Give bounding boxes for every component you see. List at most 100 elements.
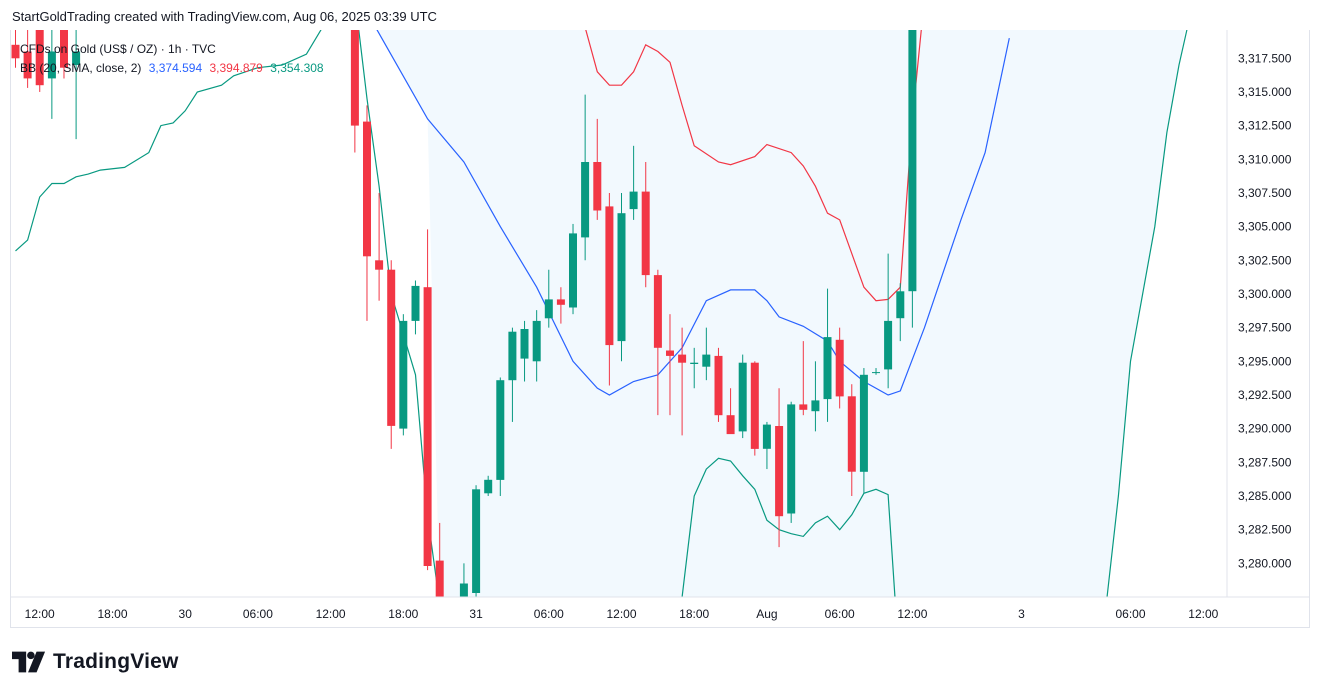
- indicator-label[interactable]: BB (20, SMA, close, 2): [20, 61, 142, 75]
- candle-body: [823, 337, 832, 400]
- candle-body: [484, 479, 493, 494]
- candle-body: [375, 260, 384, 270]
- candle-body: [532, 320, 541, 362]
- candle-body: [702, 354, 711, 367]
- candle-body: [884, 320, 893, 370]
- bb-basis-value: 3,374.594: [148, 61, 203, 75]
- chart-frame: [10, 30, 1310, 628]
- time-tick-label: 18:00: [679, 607, 709, 621]
- bb-upper-value: 3,394.879: [209, 61, 263, 75]
- bollinger-bands: [15, 30, 1188, 597]
- candle-body: [544, 299, 553, 319]
- candle-body: [811, 400, 820, 412]
- chart-legend: CFDs on Gold (US$ / OZ) · 1h · TVC BB (2…: [20, 40, 324, 78]
- candle-body: [726, 415, 735, 435]
- candle-body: [775, 426, 784, 517]
- candle-body: [653, 275, 662, 348]
- price-axis[interactable]: 3,317.500 3,315.000 3,312.500 3,310.000 3,30…: [1238, 51, 1292, 570]
- tradingview-wordmark: TradingView: [53, 650, 179, 673]
- time-tick-label: 06:00: [534, 607, 564, 621]
- time-tick-label: 12:00: [316, 607, 346, 621]
- time-tick-label: 06:00: [1115, 607, 1145, 621]
- candle-body: [847, 396, 856, 472]
- indicator-row: BB (20, SMA, close, 2) 3,374.594 3,394.8…: [20, 59, 324, 78]
- price-tick-label: 3,285.000: [1238, 489, 1292, 503]
- candle-body: [787, 404, 796, 514]
- symbol-row: CFDs on Gold (US$ / OZ) · 1h · TVC: [20, 40, 324, 59]
- candle-body: [762, 424, 771, 449]
- candle-body: [363, 121, 371, 257]
- candle-body: [605, 206, 614, 346]
- tradingview-logo[interactable]: TradingView: [12, 650, 179, 674]
- candle-body: [350, 30, 359, 126]
- time-tick-label: 18:00: [388, 607, 418, 621]
- price-tick-label: 3,305.000: [1238, 220, 1292, 234]
- time-tick-label: 12:00: [897, 607, 927, 621]
- time-tick-label: 30: [179, 607, 193, 621]
- time-axis[interactable]: 12:00 18:00 30 06:00 12:00 18:00 31 06:00 12:00 1…: [25, 607, 1219, 621]
- candle-body: [617, 213, 626, 342]
- candle-body: [738, 362, 747, 432]
- time-tick-label: 12:00: [606, 607, 636, 621]
- bb-basis-line: [376, 30, 1010, 396]
- candle-body: [47, 51, 56, 79]
- time-tick-label: 3: [1018, 607, 1025, 621]
- candle-body: [399, 320, 408, 429]
- candle-body: [387, 269, 396, 426]
- candle-body: [35, 30, 44, 86]
- candle-body: [11, 44, 20, 59]
- candle-body: [641, 191, 650, 276]
- time-tick-label: 06:00: [243, 607, 273, 621]
- candle-body: [714, 355, 723, 416]
- candle-body: [896, 291, 905, 319]
- candle-body: [23, 51, 32, 79]
- candle-body: [581, 162, 590, 238]
- bb-lower-value: 3,354.308: [270, 61, 324, 75]
- price-tick-label: 3,295.000: [1238, 354, 1292, 368]
- price-tick-label: 3,302.500: [1238, 253, 1292, 267]
- bollinger-fill: [377, 30, 1185, 597]
- candle-body: [411, 285, 420, 321]
- candle-body: [569, 233, 577, 308]
- time-tick-label: 12:00: [1188, 607, 1218, 621]
- tradingview-logo-icon: [12, 651, 46, 673]
- candle-body: [859, 374, 868, 472]
- candle-body: [60, 30, 68, 68]
- price-tick-label: 3,287.500: [1238, 455, 1292, 469]
- candle-body: [593, 162, 602, 211]
- bb-fill-area: [377, 30, 1185, 597]
- time-tick-label: 31: [469, 607, 483, 621]
- price-tick-label: 3,310.000: [1238, 152, 1292, 166]
- candle-body: [666, 350, 674, 356]
- price-tick-label: 3,292.500: [1238, 388, 1292, 402]
- chart-attribution: StartGoldTrading created with TradingVie…: [12, 9, 437, 24]
- symbol-label[interactable]: CFDs on Gold (US$ / OZ) · 1h · TVC: [20, 42, 216, 56]
- candle-body: [908, 30, 917, 292]
- price-tick-label: 3,315.000: [1238, 85, 1292, 99]
- price-tick-label: 3,312.500: [1238, 119, 1292, 133]
- candle-body: [835, 339, 844, 397]
- price-tick-label: 3,297.500: [1238, 321, 1292, 335]
- candle-body: [629, 191, 638, 210]
- candle-body: [423, 287, 432, 566]
- candle-body: [472, 489, 481, 593]
- price-tick-label: 3,317.500: [1238, 51, 1292, 65]
- candles: [11, 30, 917, 597]
- candle-body: [496, 380, 505, 480]
- bb-upper-line: [585, 30, 922, 302]
- price-tick-label: 3,307.500: [1238, 186, 1292, 200]
- candle-body: [799, 404, 808, 410]
- time-tick-label: 12:00: [25, 607, 55, 621]
- candle-body: [520, 329, 529, 359]
- bb-lower-line-right: [1106, 30, 1188, 597]
- price-tick-label: 3,300.000: [1238, 287, 1292, 301]
- price-tick-label: 3,280.000: [1238, 556, 1292, 570]
- price-tick-label: 3,282.500: [1238, 523, 1292, 537]
- time-tick-label: 06:00: [825, 607, 855, 621]
- candle-body: [508, 331, 517, 381]
- time-tick-label: 18:00: [97, 607, 127, 621]
- candle-body: [750, 362, 759, 449]
- candle-body: [872, 372, 880, 374]
- candle-body: [678, 354, 687, 363]
